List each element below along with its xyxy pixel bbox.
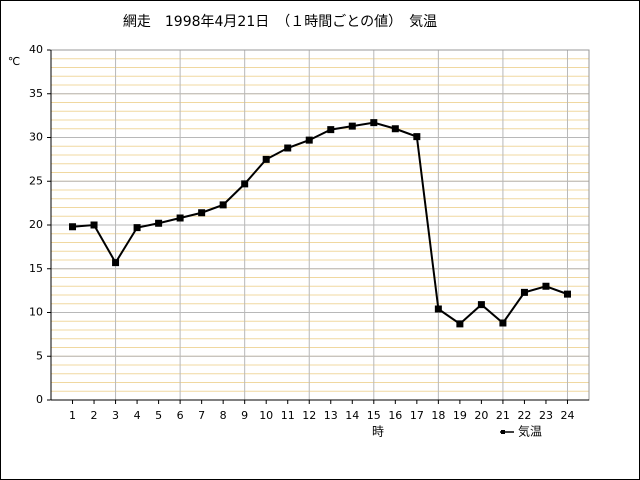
x-tick-label: 6 xyxy=(177,409,184,422)
y-tick-label: 10 xyxy=(29,306,43,319)
y-axis-label: ℃ xyxy=(8,55,20,68)
chart-title: 網走 1998年4月21日 （１時間ごとの値） 気温 xyxy=(123,14,437,30)
marker xyxy=(305,136,313,144)
x-tick-label: 24 xyxy=(560,409,574,422)
x-tick-label: 13 xyxy=(324,409,338,422)
x-tick-label: 20 xyxy=(474,409,488,422)
marker xyxy=(348,122,356,130)
x-tick-label: 3 xyxy=(112,409,119,422)
marker xyxy=(413,133,421,141)
marker xyxy=(391,125,399,133)
marker xyxy=(176,214,184,222)
x-tick-label: 21 xyxy=(496,409,510,422)
marker xyxy=(219,201,227,209)
x-tick-label: 8 xyxy=(220,409,227,422)
marker xyxy=(370,119,378,127)
y-tick-label: 25 xyxy=(29,174,43,187)
marker xyxy=(520,288,528,296)
x-tick-label: 23 xyxy=(539,409,553,422)
y-tick-label: 5 xyxy=(36,349,43,362)
y-tick-label: 30 xyxy=(29,131,43,144)
x-tick-label: 9 xyxy=(241,409,248,422)
y-tick-label: 40 xyxy=(29,43,43,56)
marker xyxy=(327,126,335,134)
marker xyxy=(198,209,206,217)
marker xyxy=(112,259,120,267)
marker xyxy=(456,320,464,328)
x-tick-label: 15 xyxy=(367,409,381,422)
marker xyxy=(262,155,270,163)
x-tick-label: 7 xyxy=(198,409,205,422)
marker xyxy=(477,301,485,309)
marker xyxy=(90,221,98,229)
x-axis-label: 時 xyxy=(372,425,384,439)
x-tick-label: 22 xyxy=(517,409,531,422)
marker xyxy=(241,180,249,188)
legend-label: 気温 xyxy=(518,424,542,439)
y-tick-label: 0 xyxy=(36,393,43,406)
x-tick-label: 16 xyxy=(388,409,402,422)
x-tick-label: 18 xyxy=(431,409,445,422)
x-tick-label: 19 xyxy=(453,409,467,422)
marker xyxy=(155,219,163,227)
x-tick-label: 10 xyxy=(259,409,273,422)
x-tick-label: 5 xyxy=(155,409,162,422)
marker xyxy=(284,144,292,152)
y-tick-label: 20 xyxy=(29,218,43,231)
line xyxy=(72,121,568,326)
marker xyxy=(563,290,571,298)
marker xyxy=(69,223,77,231)
x-tick-label: 12 xyxy=(302,409,316,422)
x-tick-label: 17 xyxy=(410,409,424,422)
x-tick-label: 4 xyxy=(134,409,141,422)
x-tick-label: 2 xyxy=(91,409,98,422)
x-tick-label: 11 xyxy=(281,409,295,422)
marker xyxy=(542,282,550,290)
marker xyxy=(434,305,442,313)
x-tick-label: 14 xyxy=(345,409,359,422)
legend-marker xyxy=(501,430,505,434)
marker xyxy=(499,319,507,327)
x-tick-label: 1 xyxy=(69,409,76,422)
marker xyxy=(133,224,141,232)
y-tick-label: 35 xyxy=(29,87,43,100)
y-tick-label: 15 xyxy=(29,262,43,275)
